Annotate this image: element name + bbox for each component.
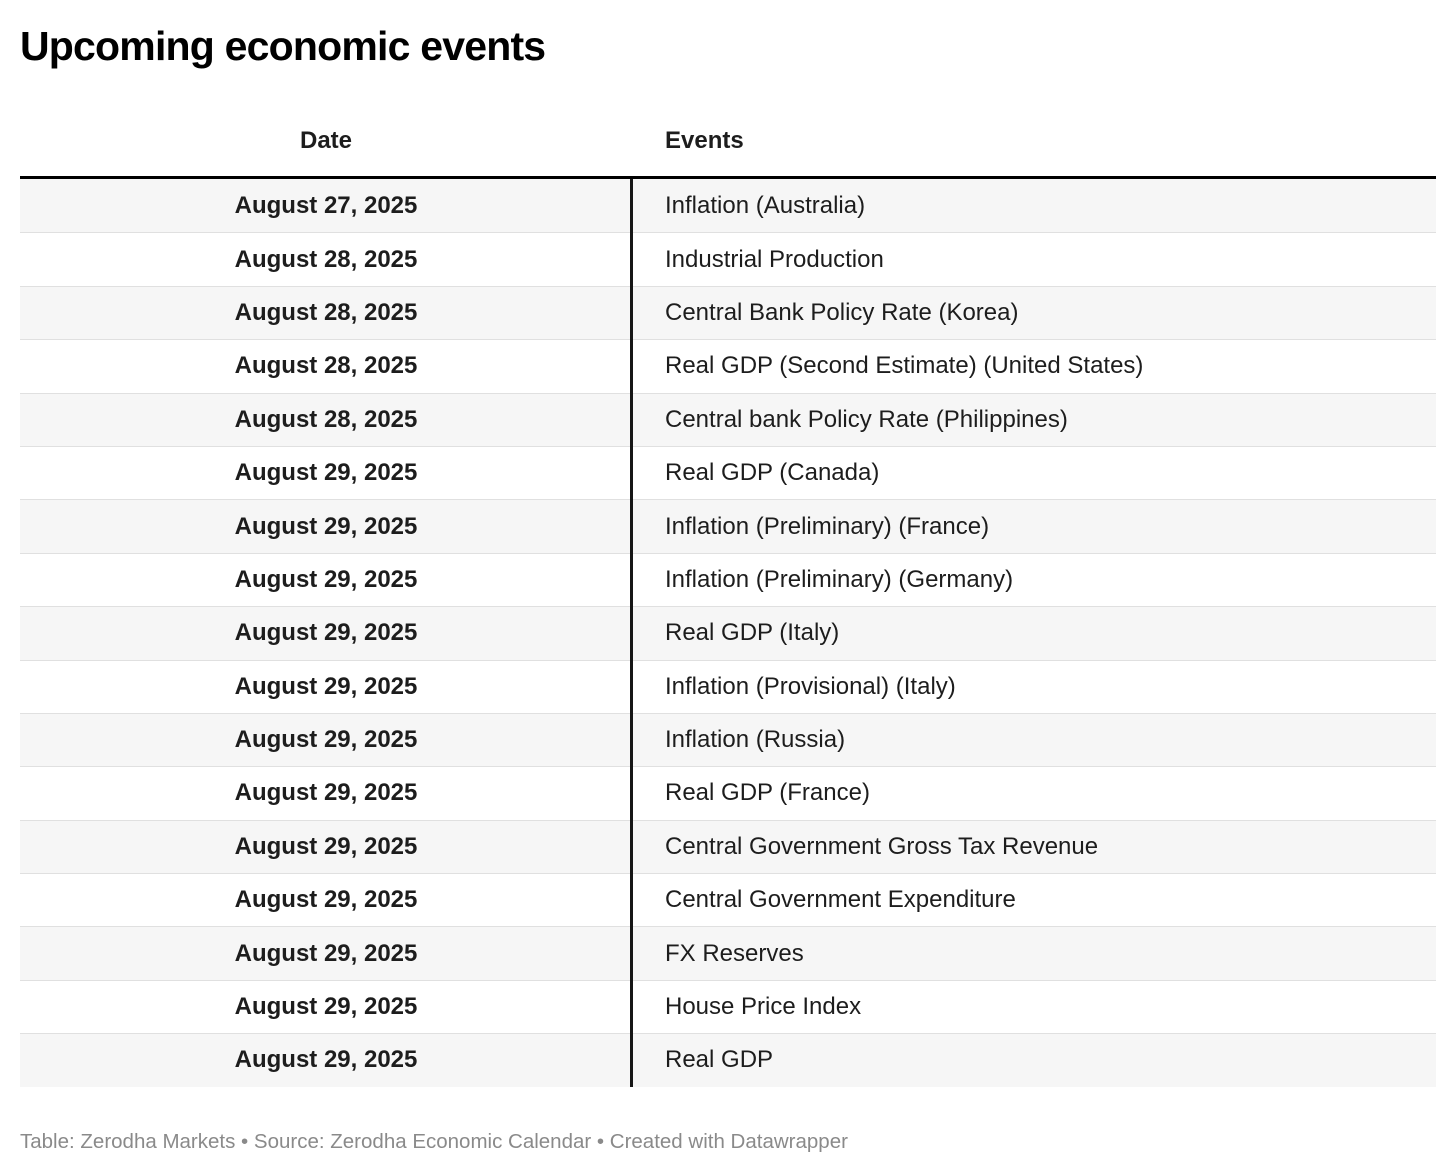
table-body: August 27, 2025 Inflation (Australia) Au… — [20, 179, 1436, 1087]
table-row: August 29, 2025 Central Government Gross… — [20, 819, 1436, 874]
date-cell: August 29, 2025 — [234, 939, 418, 967]
event-cell: Real GDP — [665, 1046, 774, 1074]
date-cell: August 29, 2025 — [234, 672, 418, 700]
table-row: August 28, 2025 Industrial Production — [20, 232, 1436, 285]
table-row: August 29, 2025 Central Government Expen… — [20, 873, 1436, 926]
event-cell: Industrial Production — [665, 245, 884, 273]
event-cell: Central bank Policy Rate (Philippines) — [665, 405, 1068, 433]
date-cell: August 29, 2025 — [234, 726, 418, 754]
event-cell: Central Bank Policy Rate (Korea) — [665, 298, 1019, 326]
date-cell: August 28, 2025 — [234, 298, 418, 326]
event-cell: Real GDP (Second Estimate) (United State… — [665, 352, 1144, 380]
event-cell: Real GDP (Canada) — [665, 459, 880, 487]
table-row: August 29, 2025 Inflation (Preliminary) … — [20, 499, 1436, 553]
table-row: August 29, 2025 FX Reserves — [20, 926, 1436, 980]
date-cell: August 29, 2025 — [234, 1046, 418, 1074]
event-cell: Real GDP (France) — [665, 779, 870, 807]
table-row: August 29, 2025 Real GDP (Italy) — [20, 606, 1436, 660]
table-row: August 29, 2025 Real GDP (Canada) — [20, 445, 1436, 499]
event-cell: FX Reserves — [665, 939, 804, 967]
event-cell: Inflation (Australia) — [665, 191, 866, 219]
date-cell: August 29, 2025 — [234, 993, 418, 1021]
event-cell: Inflation (Russia) — [665, 726, 846, 754]
table-header: Date Events — [20, 68, 1436, 179]
page-title: Upcoming economic events — [20, 23, 546, 69]
date-cell: August 29, 2025 — [234, 565, 418, 593]
date-cell: August 29, 2025 — [234, 886, 418, 914]
table-row: August 29, 2025 Inflation (Russia) — [20, 712, 1436, 767]
table-row: August 29, 2025 Real GDP — [20, 1033, 1436, 1087]
table-row: August 28, 2025 Central Bank Policy Rate… — [20, 285, 1436, 340]
table-row: August 28, 2025 Central bank Policy Rate… — [20, 392, 1436, 446]
date-cell: August 29, 2025 — [234, 619, 418, 647]
column-header-events: Events — [665, 127, 744, 154]
table-row: August 29, 2025 House Price Index — [20, 979, 1436, 1033]
column-header-date: Date — [299, 127, 353, 154]
event-cell: Real GDP (Italy) — [665, 619, 840, 647]
event-cell: House Price Index — [665, 993, 862, 1021]
event-cell: Inflation (Provisional) (Italy) — [665, 672, 956, 700]
date-cell: August 29, 2025 — [234, 512, 418, 540]
date-cell: August 27, 2025 — [234, 191, 418, 219]
event-cell: Inflation (Preliminary) (France) — [665, 512, 990, 540]
date-cell: August 29, 2025 — [234, 459, 418, 487]
table-row: August 29, 2025 Real GDP (France) — [20, 766, 1436, 819]
column-divider — [630, 179, 633, 1087]
date-cell: August 28, 2025 — [234, 405, 418, 433]
date-cell: August 28, 2025 — [234, 352, 418, 380]
table-row: August 29, 2025 Inflation (Provisional) … — [20, 659, 1436, 713]
table-row: August 27, 2025 Inflation (Australia) — [20, 179, 1436, 233]
date-cell: August 29, 2025 — [234, 779, 418, 807]
date-cell: August 28, 2025 — [234, 245, 418, 273]
table-row: August 28, 2025 Real GDP (Second Estimat… — [20, 339, 1436, 392]
table-row: August 29, 2025 Inflation (Preliminary) … — [20, 552, 1436, 606]
date-cell: August 29, 2025 — [234, 832, 418, 860]
event-cell: Inflation (Preliminary) (Germany) — [665, 565, 1014, 593]
event-cell: Central Government Gross Tax Revenue — [665, 832, 1099, 860]
event-cell: Central Government Expenditure — [665, 886, 1016, 914]
table-footer: Table: Zerodha Markets • Source: Zerodha… — [20, 1129, 848, 1153]
